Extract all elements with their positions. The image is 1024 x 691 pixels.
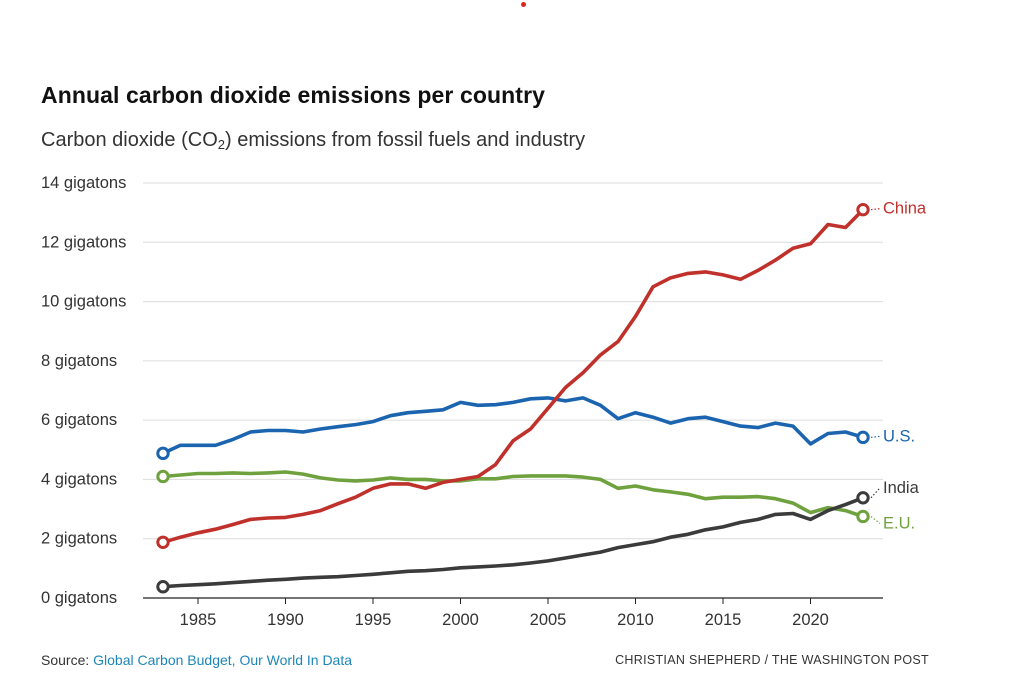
series-end-marker-india bbox=[856, 491, 870, 505]
series-label-eu: E.U. bbox=[883, 514, 915, 532]
x-tick-label: 2000 bbox=[442, 611, 479, 629]
chart-subtitle: Carbon dioxide (CO2) emissions from foss… bbox=[41, 129, 585, 152]
x-tick-label: 1995 bbox=[355, 611, 392, 629]
series-label-us: U.S. bbox=[883, 427, 915, 445]
y-tick-label: 14 gigatons bbox=[41, 174, 126, 192]
y-tick-label: 6 gigatons bbox=[41, 411, 117, 429]
y-tick-label: 0 gigatons bbox=[41, 589, 117, 607]
series-start-marker-india bbox=[156, 580, 170, 594]
x-tick-label: 2005 bbox=[530, 611, 567, 629]
source-label: Source: bbox=[41, 652, 94, 668]
series-line-us bbox=[161, 396, 865, 456]
series-start-marker-eu bbox=[156, 469, 170, 484]
credit-line: CHRISTIAN SHEPHERD / THE WASHINGTON POST bbox=[615, 653, 929, 667]
subtitle-text-before: Carbon dioxide (CO bbox=[41, 129, 218, 151]
source-note: Source: Global Carbon Budget, Our World … bbox=[41, 652, 352, 668]
y-tick-label: 10 gigatons bbox=[41, 293, 126, 311]
y-tick-label: 12 gigatons bbox=[41, 233, 126, 251]
series-leader-india bbox=[870, 487, 881, 499]
y-tick-label: 4 gigatons bbox=[41, 470, 117, 488]
y-tick-label: 8 gigatons bbox=[41, 352, 117, 370]
subtitle-subscript: 2 bbox=[217, 137, 225, 152]
x-tick-label: 2010 bbox=[617, 611, 654, 629]
series-leader-china bbox=[870, 208, 881, 211]
subtitle-text-after: ) emissions from fossil fuels and indust… bbox=[224, 129, 586, 151]
x-tick-label: 2015 bbox=[705, 611, 742, 629]
series-end-marker-china bbox=[856, 202, 870, 217]
source-link[interactable]: Global Carbon Budget, Our World In Data bbox=[93, 652, 353, 668]
series-leader-eu bbox=[870, 516, 881, 524]
series-start-marker-us bbox=[156, 446, 170, 461]
series-line-china bbox=[161, 207, 865, 545]
series-label-india: India bbox=[883, 479, 920, 497]
series-label-china: China bbox=[883, 200, 927, 218]
x-tick-label: 1985 bbox=[180, 611, 217, 629]
y-tick-label: 2 gigatons bbox=[41, 530, 117, 548]
series-start-marker-china bbox=[156, 535, 170, 549]
x-tick-label: 2020 bbox=[792, 611, 829, 629]
chart-title: Annual carbon dioxide emissions per coun… bbox=[41, 82, 546, 108]
series-leader-us bbox=[870, 435, 881, 438]
series-end-marker-eu bbox=[856, 509, 870, 524]
series-end-marker-us bbox=[856, 430, 870, 445]
accent-dot bbox=[521, 2, 526, 7]
x-tick-label: 1990 bbox=[267, 611, 304, 629]
series-line-eu bbox=[161, 470, 865, 519]
series-line-india bbox=[161, 495, 865, 589]
